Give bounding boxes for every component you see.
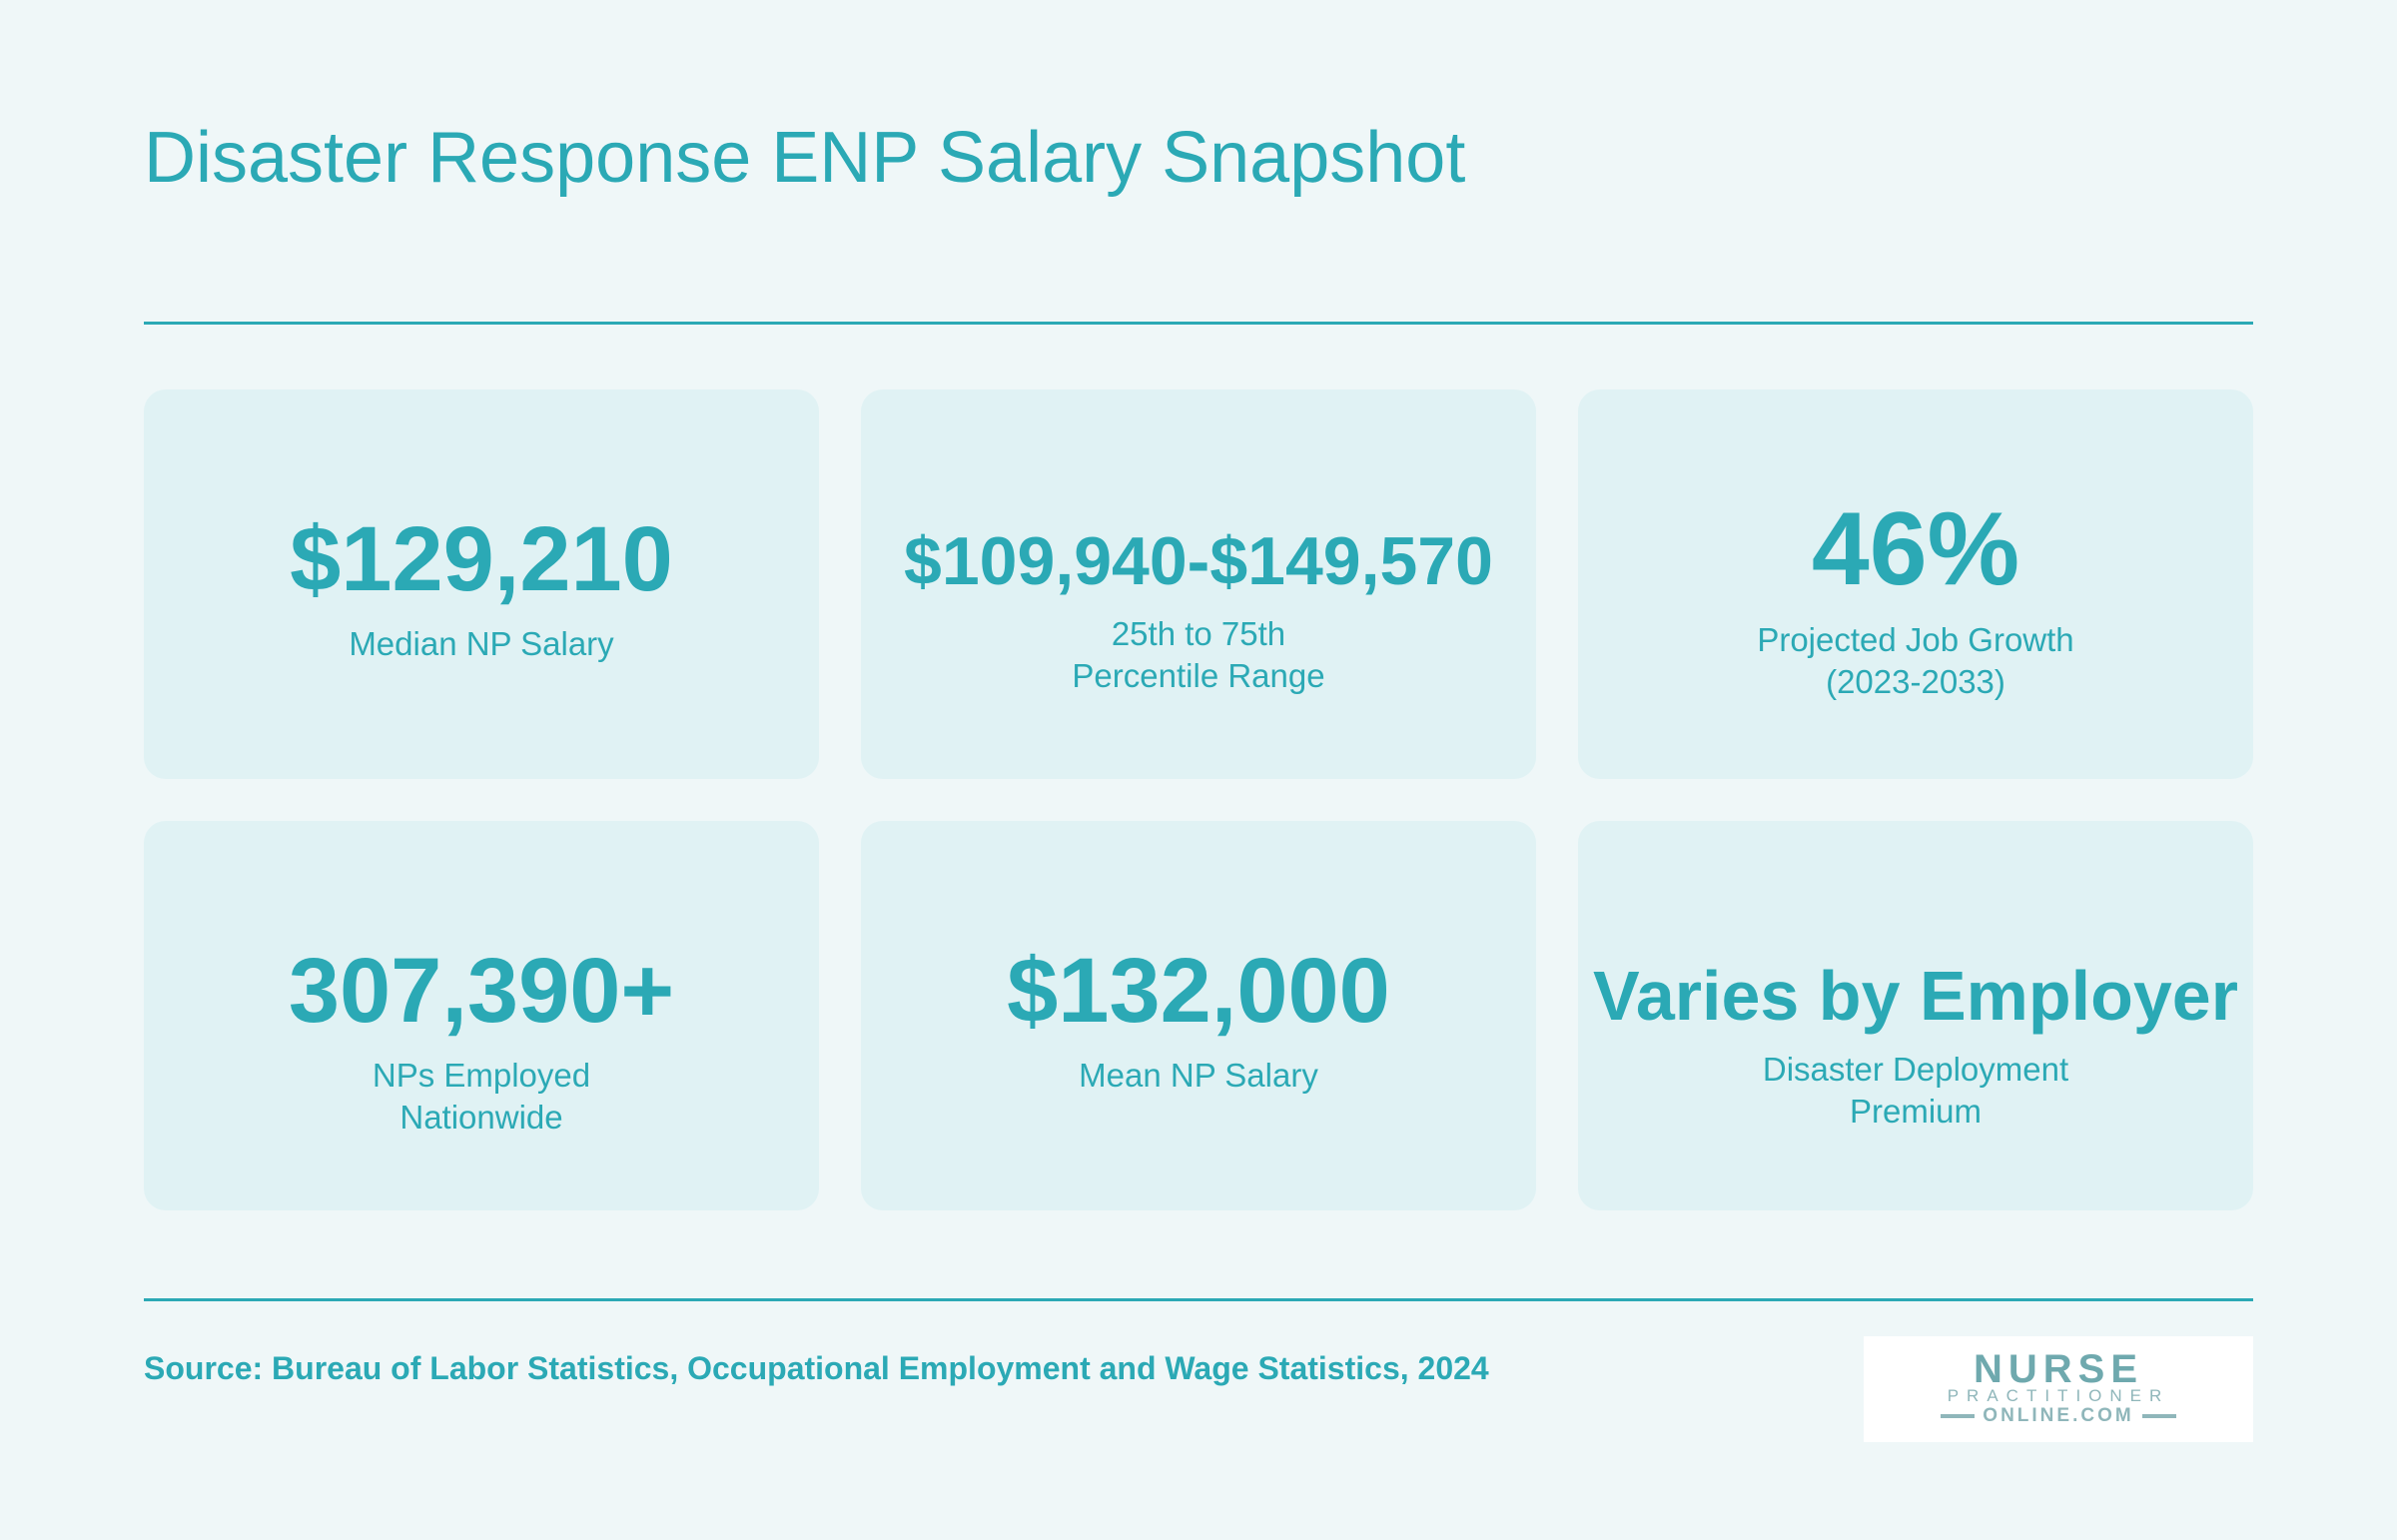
stat-card-deployment-premium: Varies by Employer Disaster Deployment P… — [1578, 821, 2253, 1210]
stat-card-median-salary: $129,210 Median NP Salary — [144, 389, 819, 779]
stats-grid: $129,210 Median NP Salary $109,940-$149,… — [144, 389, 2253, 1210]
logo-url-row: ONLINE.COM — [1941, 1405, 2176, 1426]
page-title: Disaster Response ENP Salary Snapshot — [144, 118, 1466, 198]
stat-value: 46% — [1811, 491, 2020, 607]
stat-card-job-growth: 46% Projected Job Growth (2023-2033) — [1578, 389, 2253, 779]
logo-bar-right — [2141, 1414, 2176, 1418]
stat-value: $129,210 — [290, 508, 673, 610]
stat-label: NPs Employed Nationwide — [372, 1057, 591, 1136]
logo-bar-left — [1941, 1414, 1976, 1418]
logo-url-text: ONLINE.COM — [1983, 1405, 2134, 1426]
source-citation: Source: Bureau of Labor Statistics, Occu… — [144, 1350, 1489, 1386]
logo-sub-text: PRACTITIONER — [1947, 1386, 2170, 1405]
stat-label: Disaster Deployment Premium — [1762, 1051, 2069, 1130]
stat-value: Varies by Employer — [1593, 957, 2238, 1035]
stat-label: Projected Job Growth (2023-2033) — [1757, 621, 2074, 700]
stat-card-mean-salary: $132,000 Mean NP Salary — [861, 821, 1536, 1210]
stat-label: 25th to 75th Percentile Range — [1072, 615, 1325, 694]
bottom-divider — [144, 1298, 2253, 1301]
top-divider — [144, 322, 2253, 325]
stat-label: Mean NP Salary — [1079, 1057, 1318, 1094]
stat-value: $109,940-$149,570 — [904, 523, 1493, 599]
logo-main-text: NURSE — [1973, 1347, 2144, 1391]
stat-value: 307,390+ — [288, 940, 675, 1042]
brand-logo: NURSE PRACTITIONER ONLINE.COM — [1864, 1336, 2253, 1442]
stat-value: $132,000 — [1007, 940, 1390, 1042]
stat-card-percentile-range: $109,940-$149,570 25th to 75th Percentil… — [861, 389, 1536, 779]
stat-label: Median NP Salary — [349, 625, 614, 662]
stat-card-nps-employed: 307,390+ NPs Employed Nationwide — [144, 821, 819, 1210]
